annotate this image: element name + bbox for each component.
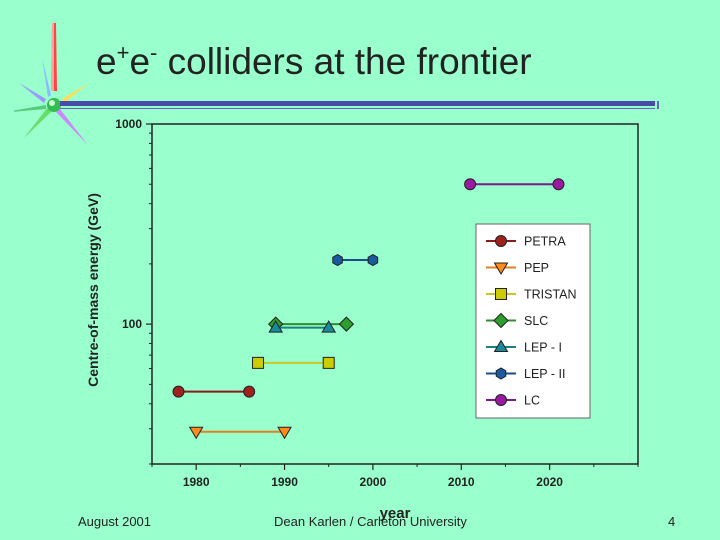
series-slc	[268, 316, 355, 332]
series-lc	[464, 178, 565, 191]
series-lep-ii	[332, 253, 379, 267]
legend-marker-lep-ii	[495, 367, 507, 380]
legend-label-lc: LC	[524, 394, 540, 408]
footer-date: August 2001	[78, 514, 152, 529]
legend-label-lep-i: LEP - I	[524, 341, 562, 355]
title-underline	[60, 101, 655, 106]
data-point-lep-ii	[332, 253, 343, 267]
legend: PETRA PEP TRISTAN SLC LEP - I LEP - II LC	[475, 223, 591, 419]
data-point-lep-ii	[367, 253, 379, 267]
title-e-minus: e	[129, 41, 151, 82]
legend-marker-petra	[495, 235, 507, 247]
data-point-lep-i	[268, 320, 284, 333]
data-point-petra	[243, 385, 256, 398]
title-minus-sign: -	[150, 40, 158, 65]
x-tick-label: 2020	[536, 475, 563, 489]
y-axis-label: Centre-of-mass energy (GeV)	[85, 193, 101, 387]
y-tick-label: 100	[122, 317, 142, 331]
legend-label-pep: PEP	[524, 261, 549, 275]
x-tick-label: 2000	[360, 475, 387, 489]
data-point-tristan	[322, 356, 335, 369]
data-point-slc	[338, 316, 355, 332]
legend-marker-lep-i	[493, 339, 509, 352]
title-text: colliders at the frontier	[157, 41, 532, 82]
data-point-pep	[188, 426, 204, 440]
legend-label-tristan: TRISTAN	[524, 288, 577, 302]
series-pep	[188, 426, 292, 440]
series-petra	[172, 385, 256, 398]
legend-label-petra: PETRA	[524, 235, 566, 249]
legend-label-lep-ii: LEP - II	[524, 367, 565, 381]
data-point-petra	[172, 385, 185, 398]
title-e-plus: e	[96, 41, 117, 82]
series-lep-i	[268, 320, 337, 333]
legend-marker-slc	[493, 312, 509, 329]
legend-marker-pep	[493, 262, 509, 275]
title-plus-sign: +	[116, 40, 130, 65]
legend-marker-lc	[495, 394, 507, 406]
data-point-lep-i	[321, 320, 337, 333]
data-point-lc	[552, 178, 565, 191]
x-tick-label: 1980	[183, 475, 210, 489]
plot-frame	[151, 123, 639, 465]
y-tick-label: 1000	[115, 117, 142, 131]
series-tristan	[252, 356, 335, 369]
footer-author: Dean Karlen / Carleton University	[274, 514, 467, 529]
legend-label-slc: SLC	[524, 314, 548, 328]
title-underline-thin	[60, 108, 655, 109]
title-underline-end	[657, 101, 659, 109]
data-point-tristan	[252, 356, 265, 369]
legend-marker-tristan	[495, 288, 507, 300]
footer-page-number: 4	[668, 514, 676, 529]
x-axis-label: year	[380, 505, 411, 522]
data-point-pep	[277, 426, 292, 440]
x-tick-label: 1990	[271, 475, 298, 489]
x-tick-label: 2010	[448, 475, 475, 489]
star-logo	[14, 23, 89, 145]
data-point-lc	[464, 178, 477, 191]
slide-title: e+e- colliders at the frontier	[96, 40, 532, 83]
